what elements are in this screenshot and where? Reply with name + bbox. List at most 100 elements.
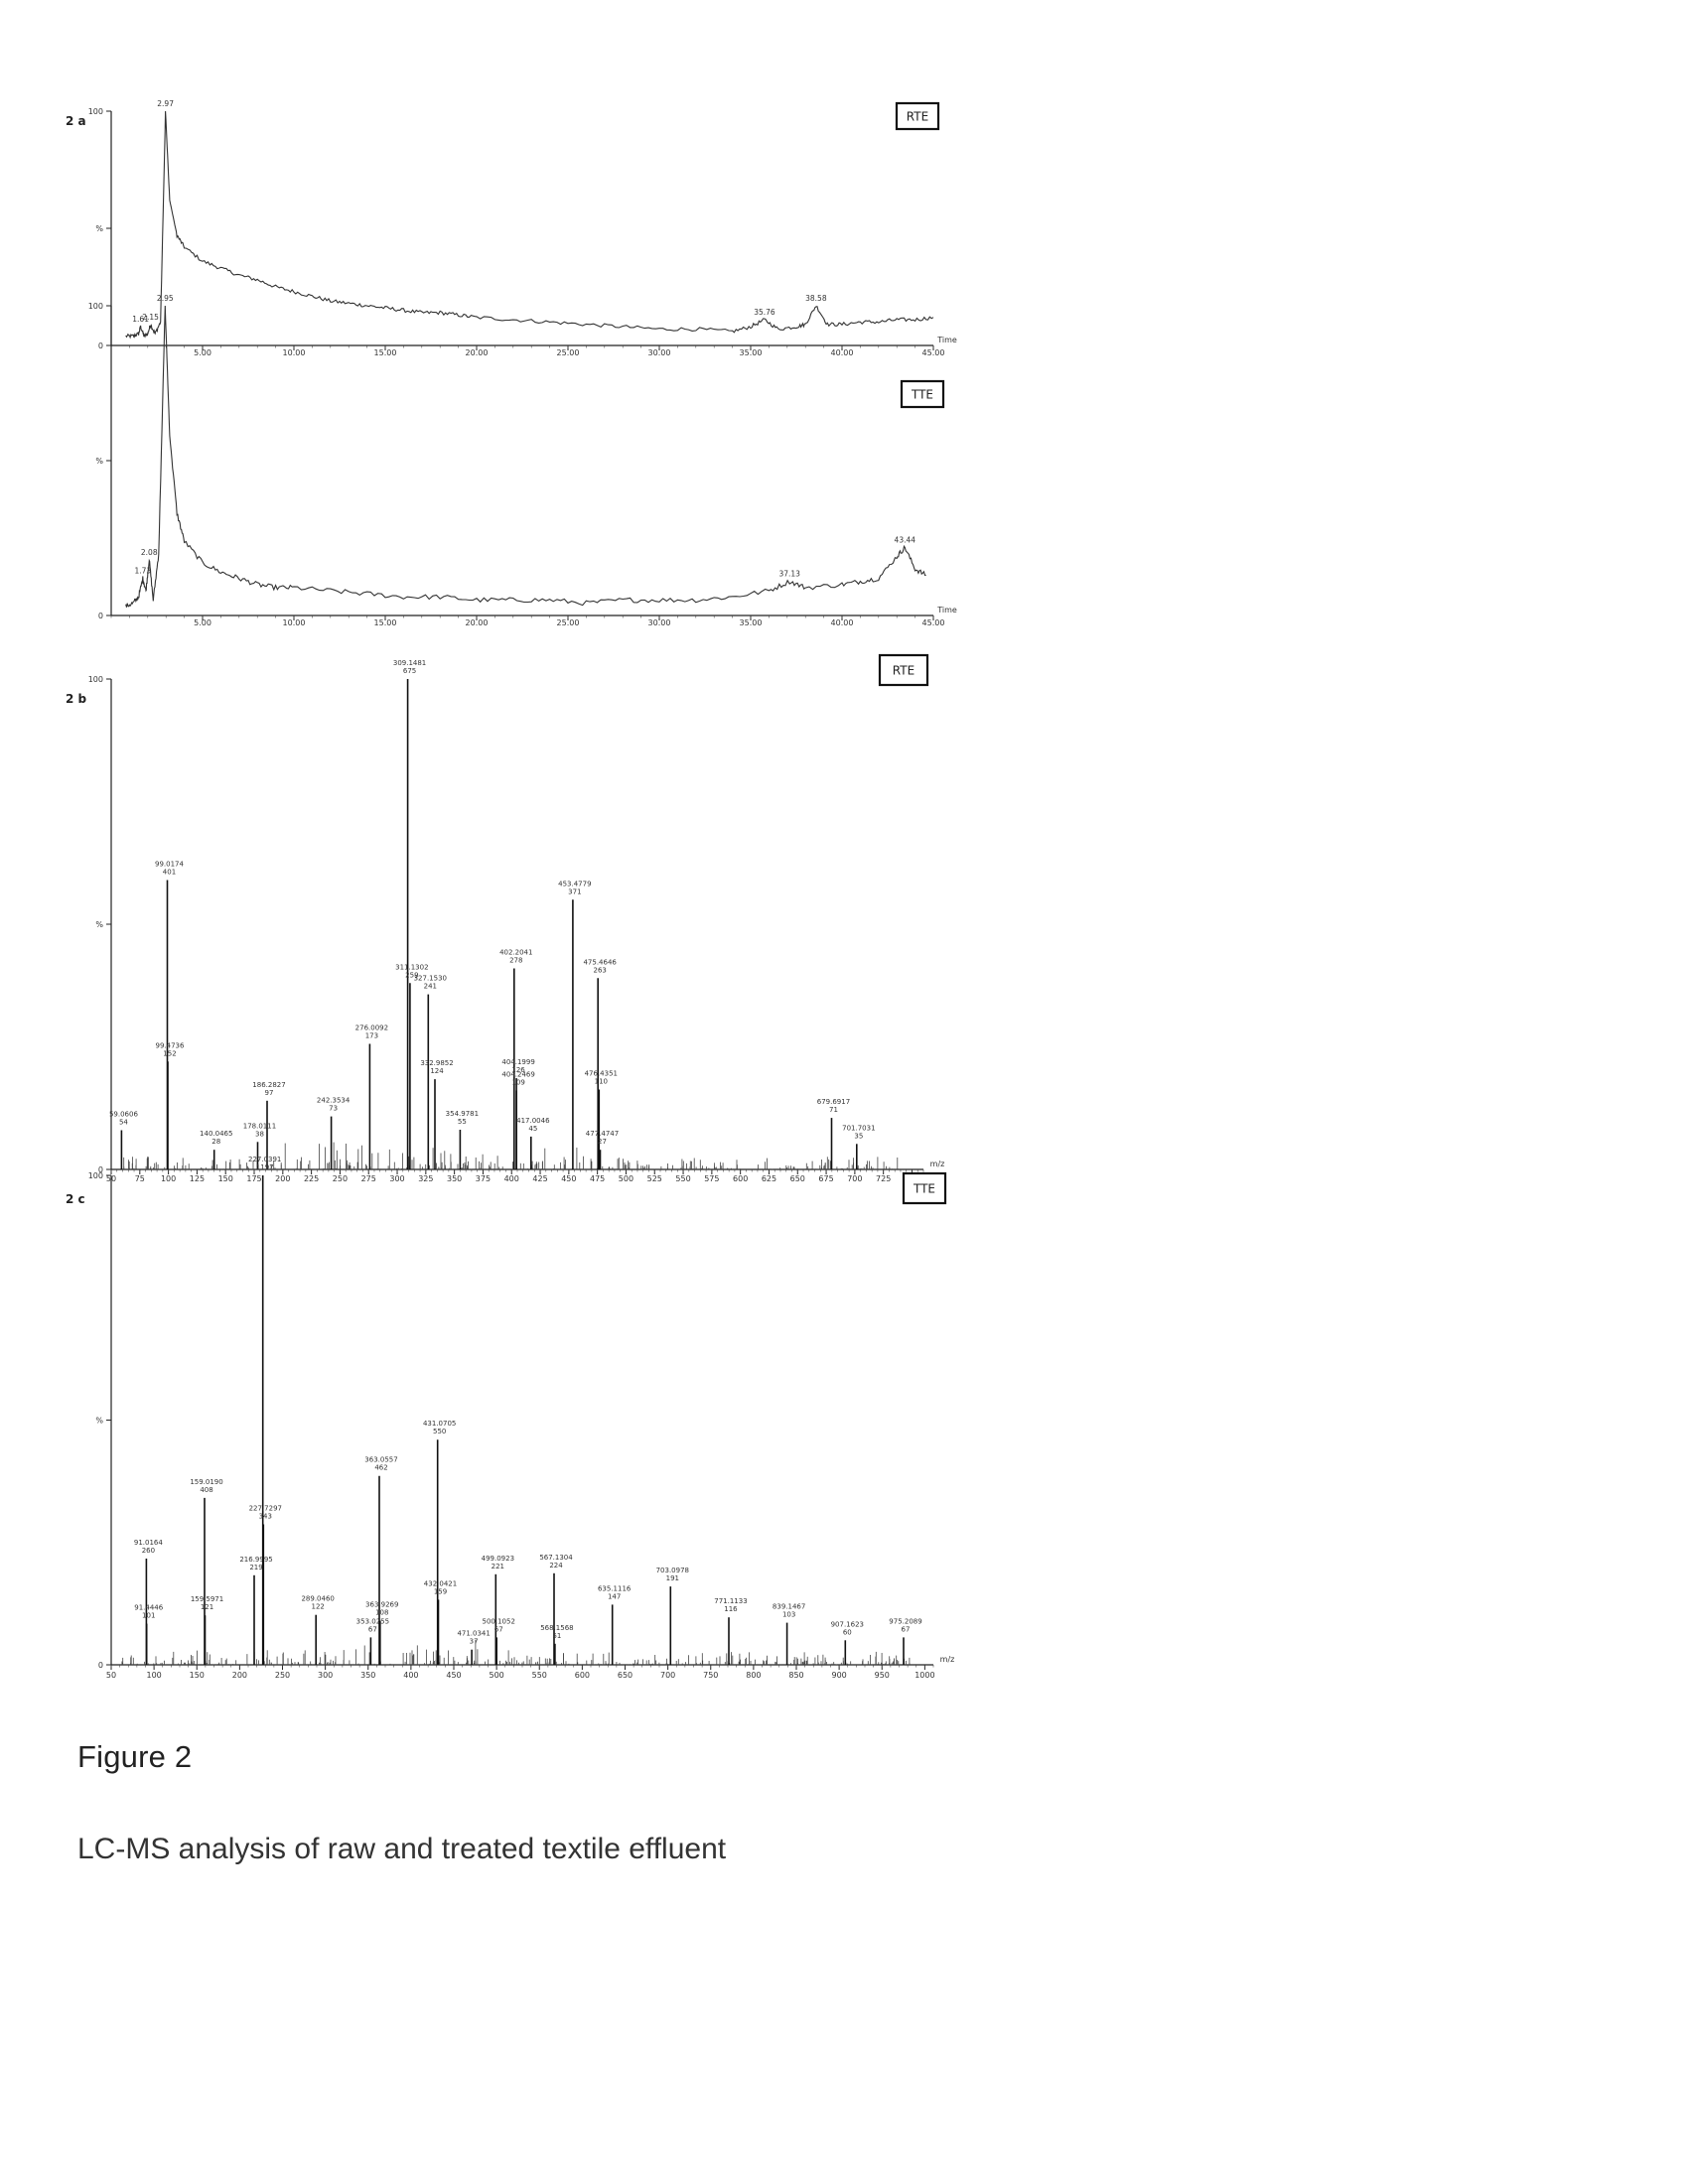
peak-mz-label: 99.0174 <box>155 861 184 869</box>
x-tick-label: 325 <box>418 1174 433 1183</box>
x-tick-label: 1000 <box>914 1671 934 1680</box>
peak-intensity-label: 73 <box>329 1105 338 1113</box>
x-axis-label: Time <box>936 606 957 614</box>
peak-mz-label: 499.0923 <box>482 1555 514 1563</box>
x-tick-label: 700 <box>847 1174 862 1183</box>
y-tick-label: 0 <box>98 1165 103 1174</box>
peak-intensity-label: 38 <box>255 1130 264 1138</box>
peak-intensity-label: 27 <box>598 1138 607 1146</box>
peak-mz-label: 679.6917 <box>817 1098 850 1106</box>
x-tick-label: 25.00 <box>557 348 580 357</box>
peak-mz-label: 227.0391 <box>248 1156 281 1163</box>
y-tick-label: % <box>95 457 103 466</box>
x-tick-label: 400 <box>403 1671 418 1680</box>
y-tick-label: % <box>95 1417 103 1426</box>
peak-mz-label: 500.1052 <box>483 1617 515 1625</box>
x-tick-label: 30.00 <box>648 348 671 357</box>
y-tick-label: 100 <box>88 1171 103 1180</box>
x-tick-label: 300 <box>389 1174 404 1183</box>
peak-mz-label: 975.2089 <box>889 1617 921 1625</box>
x-tick-label: 20.00 <box>466 348 489 357</box>
x-tick-label: 800 <box>746 1671 761 1680</box>
x-tick-label: 950 <box>875 1671 890 1680</box>
peak-intensity-label: 97 <box>265 1089 274 1097</box>
x-tick-label: 600 <box>733 1174 748 1183</box>
peak-intensity-label: 259 <box>405 971 418 979</box>
x-tick-label: 350 <box>447 1174 462 1183</box>
peak-intensity-label: 108 <box>375 1609 388 1617</box>
peak-mz-label: 276.0092 <box>355 1024 388 1032</box>
peak-intensity-label: 116 <box>724 1605 738 1613</box>
peak-mz-label: 363.0557 <box>364 1456 397 1464</box>
peak-intensity-label: 152 <box>163 1049 176 1057</box>
x-tick-label: 700 <box>660 1671 675 1680</box>
peak-intensity-label: 550 <box>433 1428 446 1435</box>
peak-intensity-label: 224 <box>549 1562 563 1570</box>
peak-intensity-label: 103 <box>782 1611 795 1619</box>
x-tick-label: 375 <box>476 1174 491 1183</box>
panel-label: 2 b <box>66 692 87 706</box>
x-tick-label: 75 <box>135 1174 145 1183</box>
x-tick-label: 525 <box>647 1174 662 1183</box>
y-tick-label: 100 <box>88 675 103 684</box>
panel-label: 2 a <box>66 114 86 128</box>
x-tick-label: 450 <box>446 1671 461 1680</box>
peak-mz-label: 327.1530 <box>414 975 447 983</box>
sample-label-box <box>895 101 940 131</box>
peak-intensity-label: 37 <box>470 1638 479 1646</box>
x-tick-label: 650 <box>618 1671 633 1680</box>
sample-label-box <box>902 1171 947 1205</box>
peak-mz-label: 186.2827 <box>252 1081 285 1089</box>
x-tick-label: 500 <box>619 1174 633 1183</box>
peak-mz-label: 471.0341 <box>457 1630 490 1638</box>
peak-intensity-label: 219 <box>249 1564 262 1571</box>
peak-intensity-label: 67 <box>368 1625 377 1633</box>
sample-label-box <box>900 379 945 409</box>
x-tick-label: 45.00 <box>922 618 945 627</box>
sample-label: TTE <box>913 1182 935 1196</box>
x-tick-label: 550 <box>532 1671 547 1680</box>
y-tick-label: 0 <box>98 341 103 350</box>
peak-intensity-label: 67 <box>494 1625 503 1633</box>
peak-mz-label: 476.4351 <box>585 1069 618 1077</box>
peak-intensity-label: 191 <box>666 1574 679 1582</box>
peak-intensity-label: 124 <box>430 1067 444 1075</box>
x-tick-label: 550 <box>675 1174 690 1183</box>
peak-intensity-label: 147 <box>608 1592 621 1600</box>
x-tick-label: 5.00 <box>194 348 211 357</box>
peak-intensity-label: 67 <box>902 1625 911 1633</box>
peak-intensity-label: 28 <box>211 1138 220 1146</box>
x-tick-label: 150 <box>218 1174 233 1183</box>
x-tick-label: 5.00 <box>194 618 211 627</box>
peak-mz-label: 59.0606 <box>109 1110 138 1118</box>
y-tick-label: % <box>95 224 103 233</box>
peak-label: 2.08 <box>141 548 158 557</box>
peak-mz-label: 477.4747 <box>586 1130 619 1138</box>
peak-mz-label: 907.1623 <box>831 1620 864 1628</box>
peak-mz-label: 635.1116 <box>598 1584 632 1592</box>
sample-label-box <box>878 653 929 687</box>
x-axis-label: m/z <box>940 1655 955 1664</box>
peak-intensity-label: 1197 <box>256 1163 274 1171</box>
lcms-figure: 0% 100 5.00 10.00 15.00 20.00 25.00 30.00 35.00 4… <box>60 89 993 1737</box>
peak-mz-label: 178.0111 <box>243 1122 276 1130</box>
peak-intensity-label: 343 <box>259 1513 272 1521</box>
peak-intensity-label: 159 <box>434 1587 447 1595</box>
peak-mz-label: 354.9781 <box>446 1110 479 1118</box>
peak-mz-label: 475.4646 <box>583 958 617 966</box>
sample-label: RTE <box>893 664 914 678</box>
x-tick-label: 250 <box>275 1671 290 1680</box>
x-tick-label: 250 <box>333 1174 348 1183</box>
peak-mz-label: 91.0164 <box>134 1539 163 1547</box>
x-tick-label: 850 <box>788 1671 803 1680</box>
peak-mz-label: 227.7297 <box>249 1505 282 1513</box>
x-tick-label: 425 <box>532 1174 547 1183</box>
peak-mz-label: 567.1304 <box>539 1554 573 1562</box>
noise-peaks <box>121 1639 911 1665</box>
lcms-figure-svg: 0% 100 5.00 10.00 15.00 20.00 25.00 30.00 35.00 4… <box>66 99 957 1680</box>
figure-title: Figure 2 <box>77 1739 193 1774</box>
x-tick-label: 35.00 <box>740 348 763 357</box>
peak-intensity-label: 101 <box>142 1612 155 1620</box>
x-tick-label: 450 <box>561 1174 576 1183</box>
peak-intensity-label: 35 <box>854 1132 863 1140</box>
